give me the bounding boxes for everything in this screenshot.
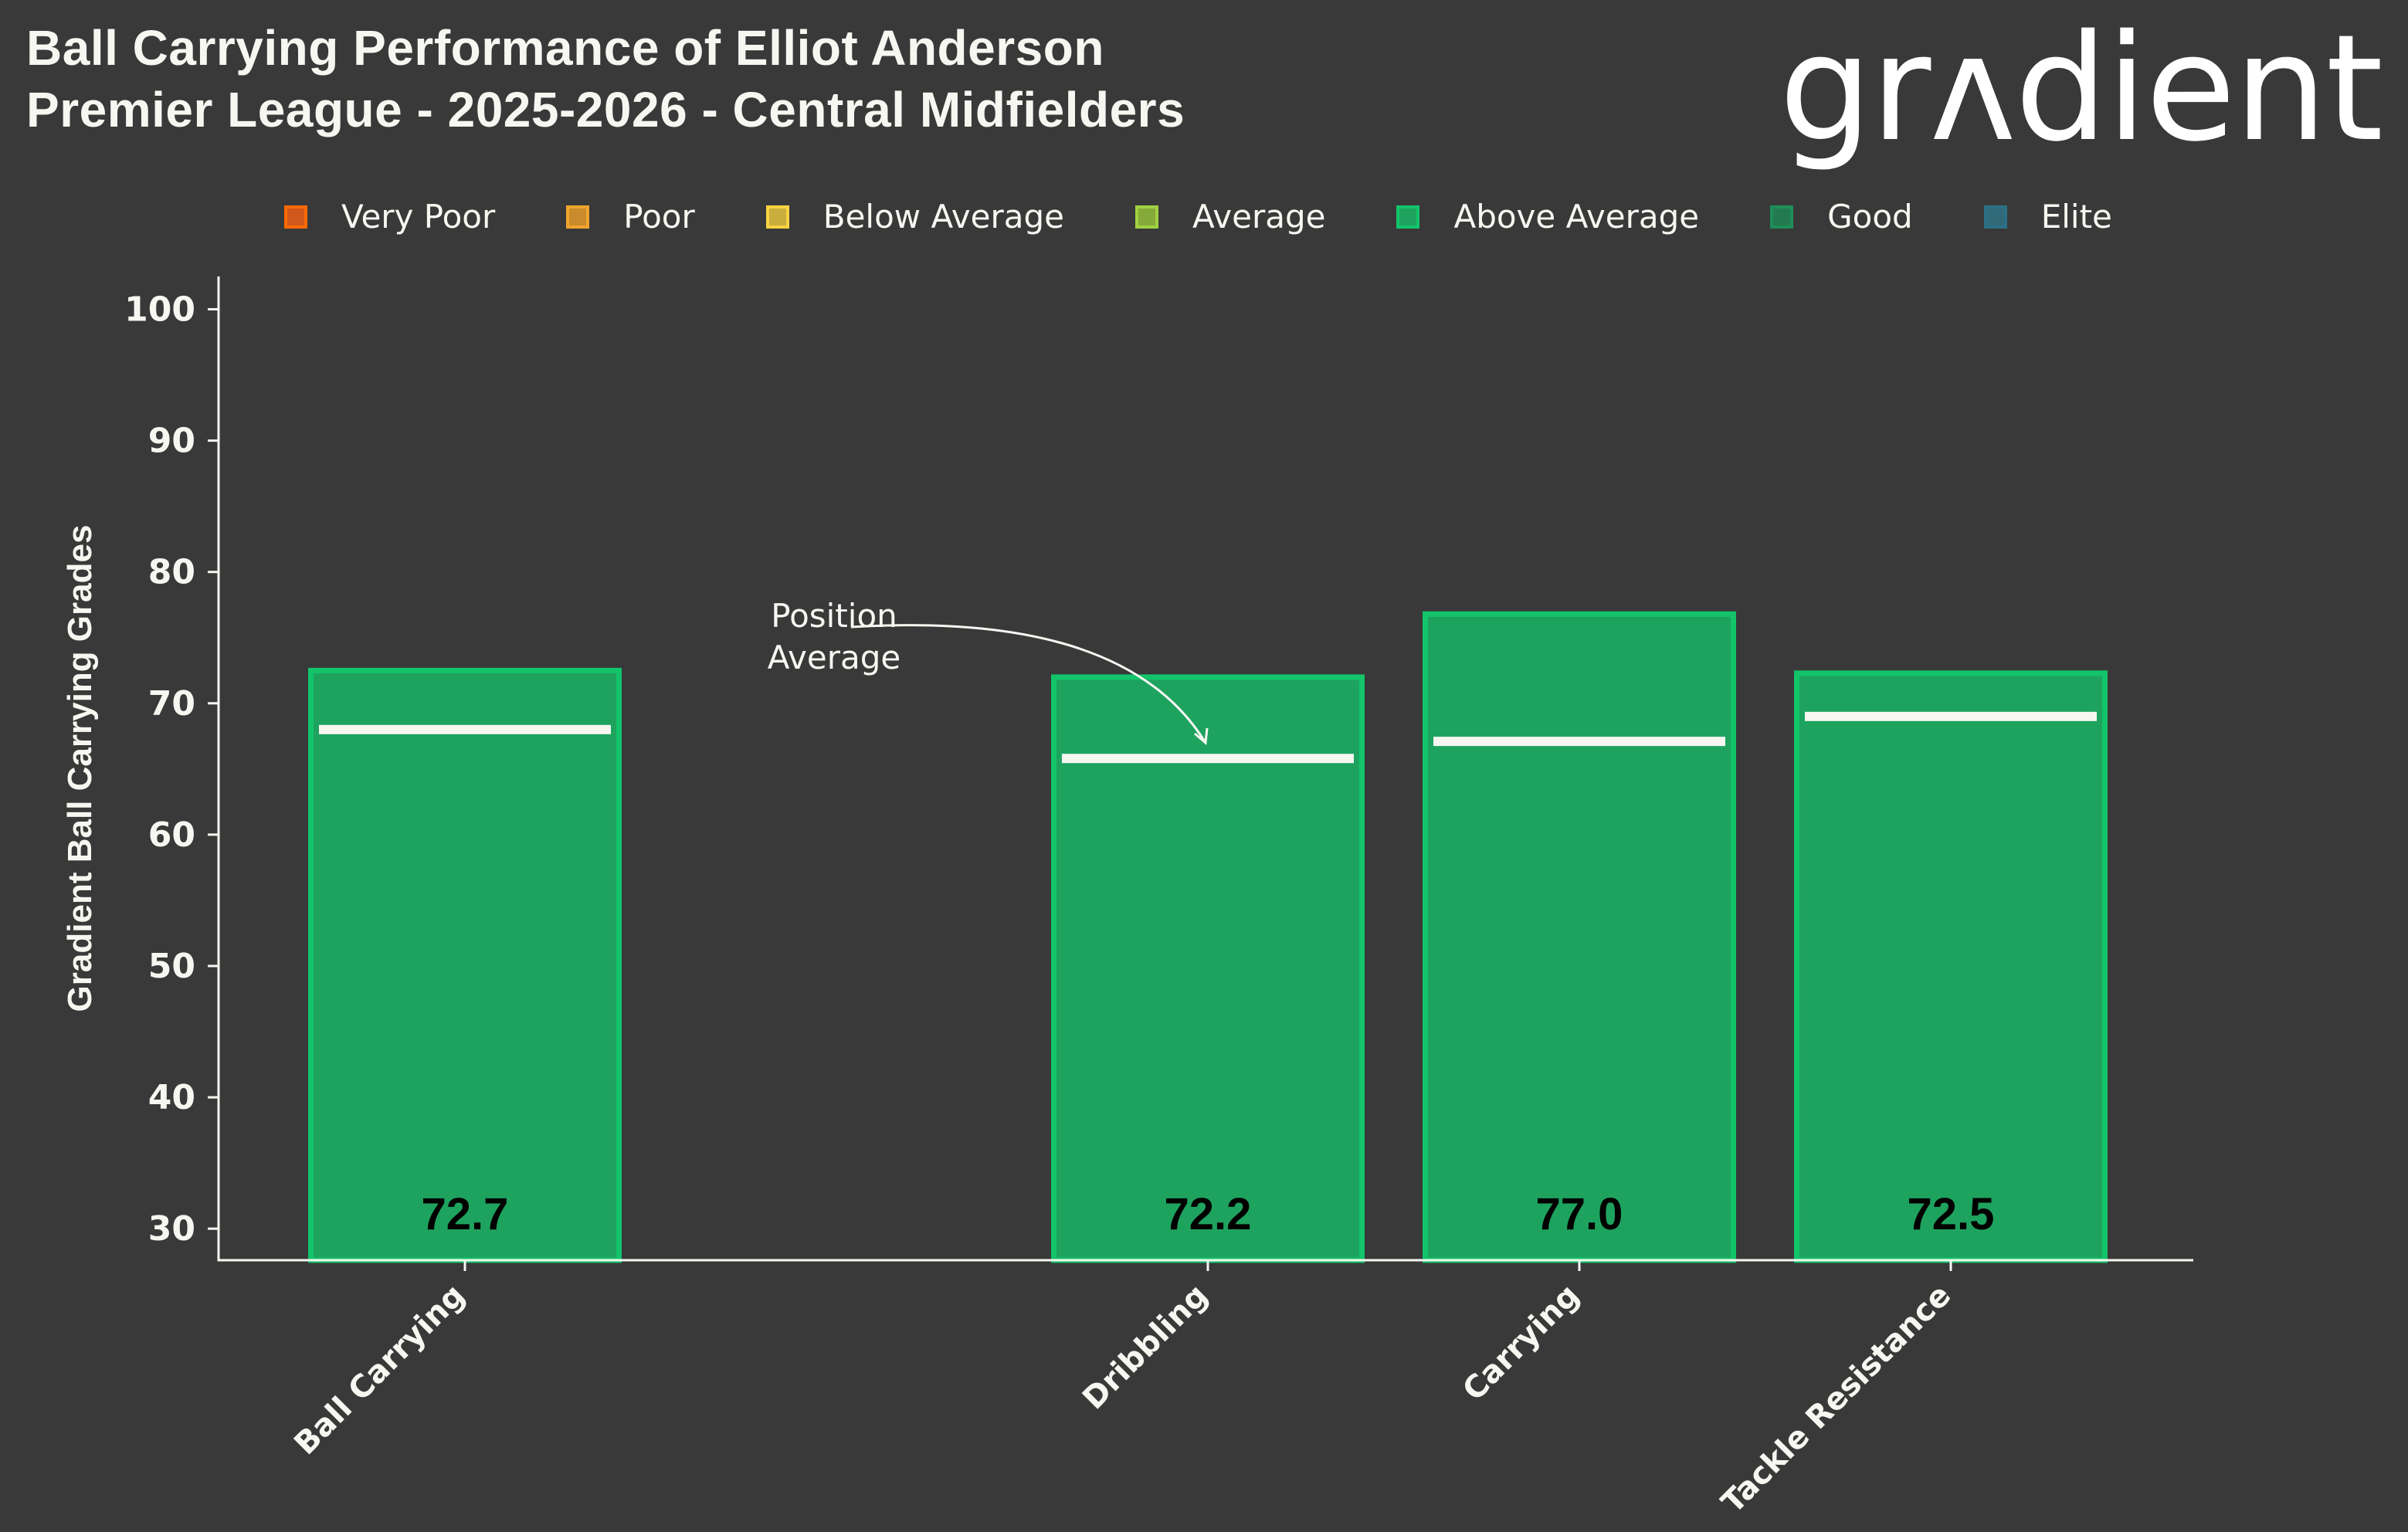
- legend: Very Poor Poor Below Average Average Above A…: [284, 198, 2112, 236]
- position-average-line: [1805, 711, 2097, 721]
- arrow-head-icon: [1194, 727, 1209, 745]
- bar: [1051, 674, 1365, 1263]
- position-average-annotation: Position Average: [768, 597, 1209, 745]
- title-line-2: Premier League - 2025-2026 - Central Mid…: [26, 82, 1185, 137]
- y-tick-label: 80: [148, 553, 195, 592]
- legend-label: Above Average: [1453, 198, 1700, 236]
- bars-group: [308, 611, 2108, 1263]
- legend-swatch: [765, 205, 789, 229]
- legend-swatch: [1770, 205, 1794, 229]
- position-average-line: [1062, 754, 1354, 764]
- legend-label: Average: [1192, 198, 1326, 236]
- bar: [1423, 611, 1736, 1263]
- legend-swatch: [1134, 205, 1158, 229]
- legend-item: Elite: [1983, 198, 2112, 236]
- legend-label: Elite: [2040, 198, 2112, 236]
- y-tick-label: 70: [148, 684, 195, 724]
- annotation-arrow: [850, 624, 1207, 744]
- legend-item: Below Average: [765, 198, 1064, 236]
- x-tick-label: Tackle Resistance: [1714, 1278, 1958, 1521]
- y-tick-label: 30: [148, 1209, 195, 1249]
- y-tick-label: 90: [148, 422, 195, 461]
- chart-title: Ball Carrying Performance of Elliot Ande…: [26, 17, 1185, 141]
- bar-value-label: 72.2: [1165, 1189, 1252, 1239]
- position-average-lines: [319, 711, 2097, 764]
- title-line-1: Ball Carrying Performance of Elliot Ande…: [26, 20, 1104, 76]
- annotation-line-1: Position: [771, 597, 897, 635]
- legend-item: Average: [1134, 198, 1326, 236]
- y-tick-label: 40: [148, 1078, 195, 1117]
- legend-swatch: [566, 205, 590, 229]
- y-axis-label: Gradient Ball Carrying Grades: [61, 525, 99, 1012]
- legend-item: Very Poor: [284, 198, 495, 236]
- x-tick-label: Ball Carrying: [287, 1278, 472, 1463]
- legend-swatch: [1396, 205, 1420, 229]
- bar-value-label: 72.7: [422, 1189, 509, 1239]
- gradient-logo: grʌdient: [1779, 3, 2383, 174]
- position-average-line: [1433, 737, 1725, 747]
- position-average-line: [319, 724, 611, 734]
- x-tick-label: Dribbling: [1076, 1278, 1215, 1417]
- bar-value-label: 77.0: [1536, 1189, 1623, 1239]
- legend-label: Poor: [623, 198, 695, 236]
- annotation-line-2: Average: [768, 639, 900, 676]
- legend-item: Poor: [566, 198, 695, 236]
- legend-swatch: [284, 205, 307, 229]
- bar: [1794, 670, 2108, 1263]
- legend-item: Good: [1770, 198, 1913, 236]
- y-tick-label: 50: [148, 947, 195, 986]
- y-tick-label: 60: [148, 815, 195, 855]
- bar-value-label: 72.5: [1908, 1189, 1995, 1239]
- legend-label: Below Average: [822, 198, 1064, 236]
- legend-swatch: [1983, 205, 2007, 229]
- y-tick-label: 100: [124, 290, 195, 330]
- legend-item: Above Average: [1396, 198, 1699, 236]
- legend-label: Very Poor: [341, 198, 496, 236]
- legend-label: Good: [1827, 198, 1913, 236]
- x-tick-label: Carrying: [1456, 1278, 1586, 1408]
- value-labels-group: 72.7 72.2 77.0 72.5: [422, 1189, 1995, 1239]
- bar: [308, 667, 622, 1263]
